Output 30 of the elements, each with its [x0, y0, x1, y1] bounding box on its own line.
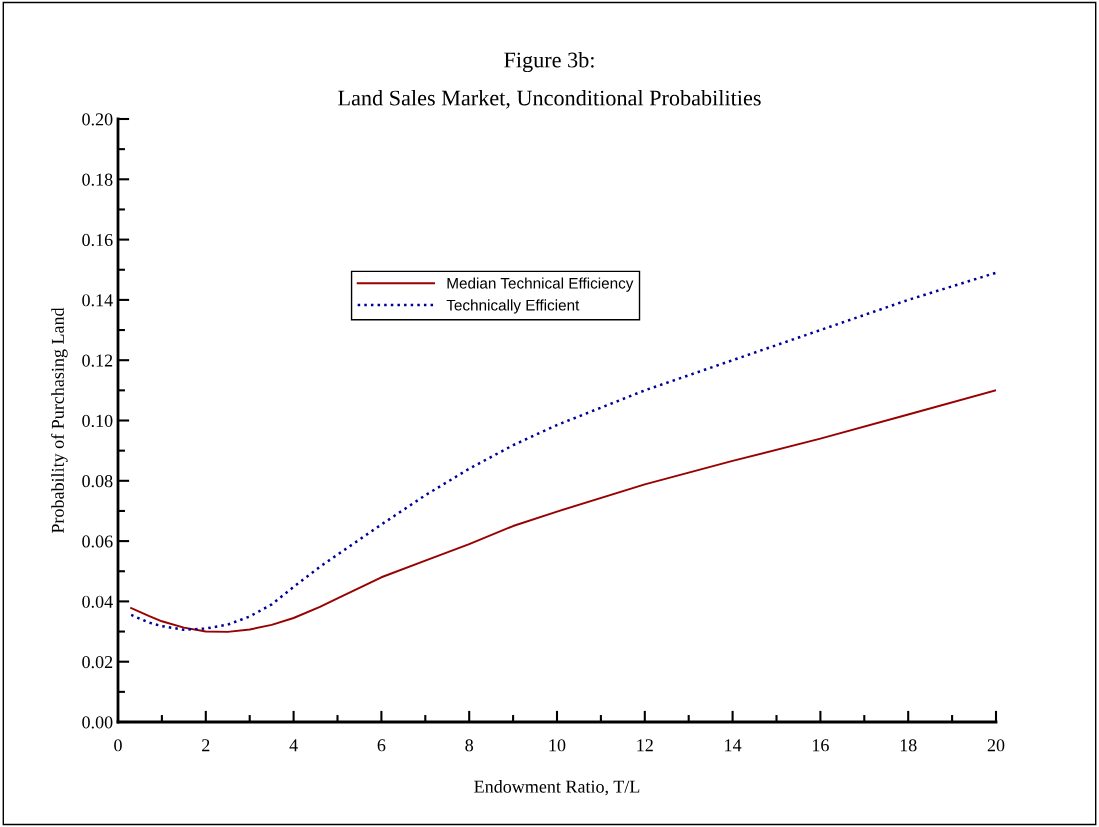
y-tick-label: 0.18	[82, 173, 113, 186]
chart-title: Figure 3b:	[504, 51, 594, 73]
x-tick-label: 10	[549, 739, 566, 752]
line-series	[130, 389, 996, 633]
y-tick-label: 0.16	[82, 233, 113, 247]
x-tick-label: 16	[812, 739, 829, 752]
y-tick-label: 0.14	[82, 294, 113, 307]
y-tick-label: 0.00	[82, 716, 113, 729]
x-tick-label: 2	[202, 739, 210, 752]
y-tick-label: 0.06	[82, 535, 113, 548]
legend-label: Median Technical Efficiency	[447, 277, 634, 292]
x-tick-label: 8	[465, 739, 474, 752]
legend-label: Technically Efficient	[446, 299, 580, 314]
y-tick-label: 0.04	[82, 595, 113, 608]
x-axis-title: Endowment Ratio, T/L	[474, 780, 640, 796]
x-tick-label: 14	[725, 739, 742, 752]
y-tick-label: 0.20	[82, 113, 113, 126]
x-tick-label: 20	[987, 739, 1005, 752]
y-tick-label: 0.10	[82, 414, 113, 428]
y-axis-title: Probability of Purchasing Land	[51, 307, 68, 534]
chart-subtitle: Land Sales Market, Unconditional Probabilities	[338, 89, 761, 109]
line-series	[129, 271, 996, 631]
x-tick-label: 0	[114, 739, 122, 752]
y-tick-label: 0.08	[82, 475, 113, 488]
x-tick-label: 6	[377, 739, 386, 752]
y-tick-label: 0.02	[82, 655, 113, 669]
x-tick-label: 18	[900, 739, 917, 752]
x-tick-label: 12	[637, 739, 653, 752]
x-tick-label: 4	[289, 739, 298, 752]
y-tick-label: 0.12	[82, 354, 113, 367]
